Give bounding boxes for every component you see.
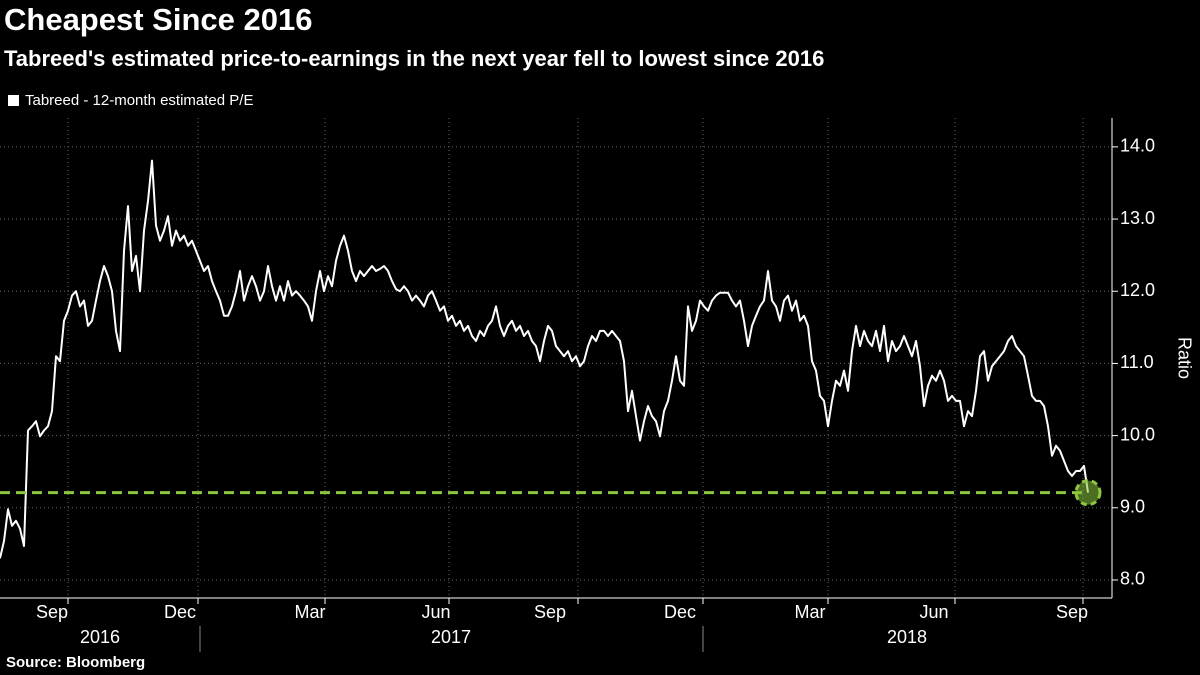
source: Source: Bloomberg [6,654,145,671]
chart-subtitle: Tabreed's estimated price-to-earnings in… [4,46,824,71]
y-tick-label: 12.0 [1120,280,1155,300]
legend-label: Tabreed - 12-month estimated P/E [25,92,253,109]
line-series [0,159,1089,559]
x-tick-label: Mar [795,602,826,622]
year-label: 2017 [431,627,471,647]
y-tick-label: 10.0 [1120,424,1155,444]
x-tick-label: Jun [919,602,948,622]
low-marker [1074,479,1102,507]
y-tick-label: 9.0 [1120,497,1145,517]
x-tick-label: Dec [164,602,196,622]
legend-swatch [8,95,19,106]
x-tick-label: Sep [36,602,68,622]
x-tick-label: Mar [295,602,326,622]
y-tick-label: 8.0 [1120,569,1145,589]
y-tick-label: 13.0 [1120,208,1155,228]
year-label: 2016 [80,627,120,647]
y-tick-label: 11.0 [1120,352,1154,372]
y-tick-label: 14.0 [1120,136,1155,156]
year-label: 2018 [887,627,927,647]
x-tick-label: Sep [1056,602,1088,622]
x-tick-label: Jun [421,602,450,622]
chart-title: Cheapest Since 2016 [4,2,312,37]
x-tick-label: Sep [534,602,566,622]
x-tick-label: Dec [664,602,696,622]
y-axis-label: Ratio [1174,337,1194,379]
